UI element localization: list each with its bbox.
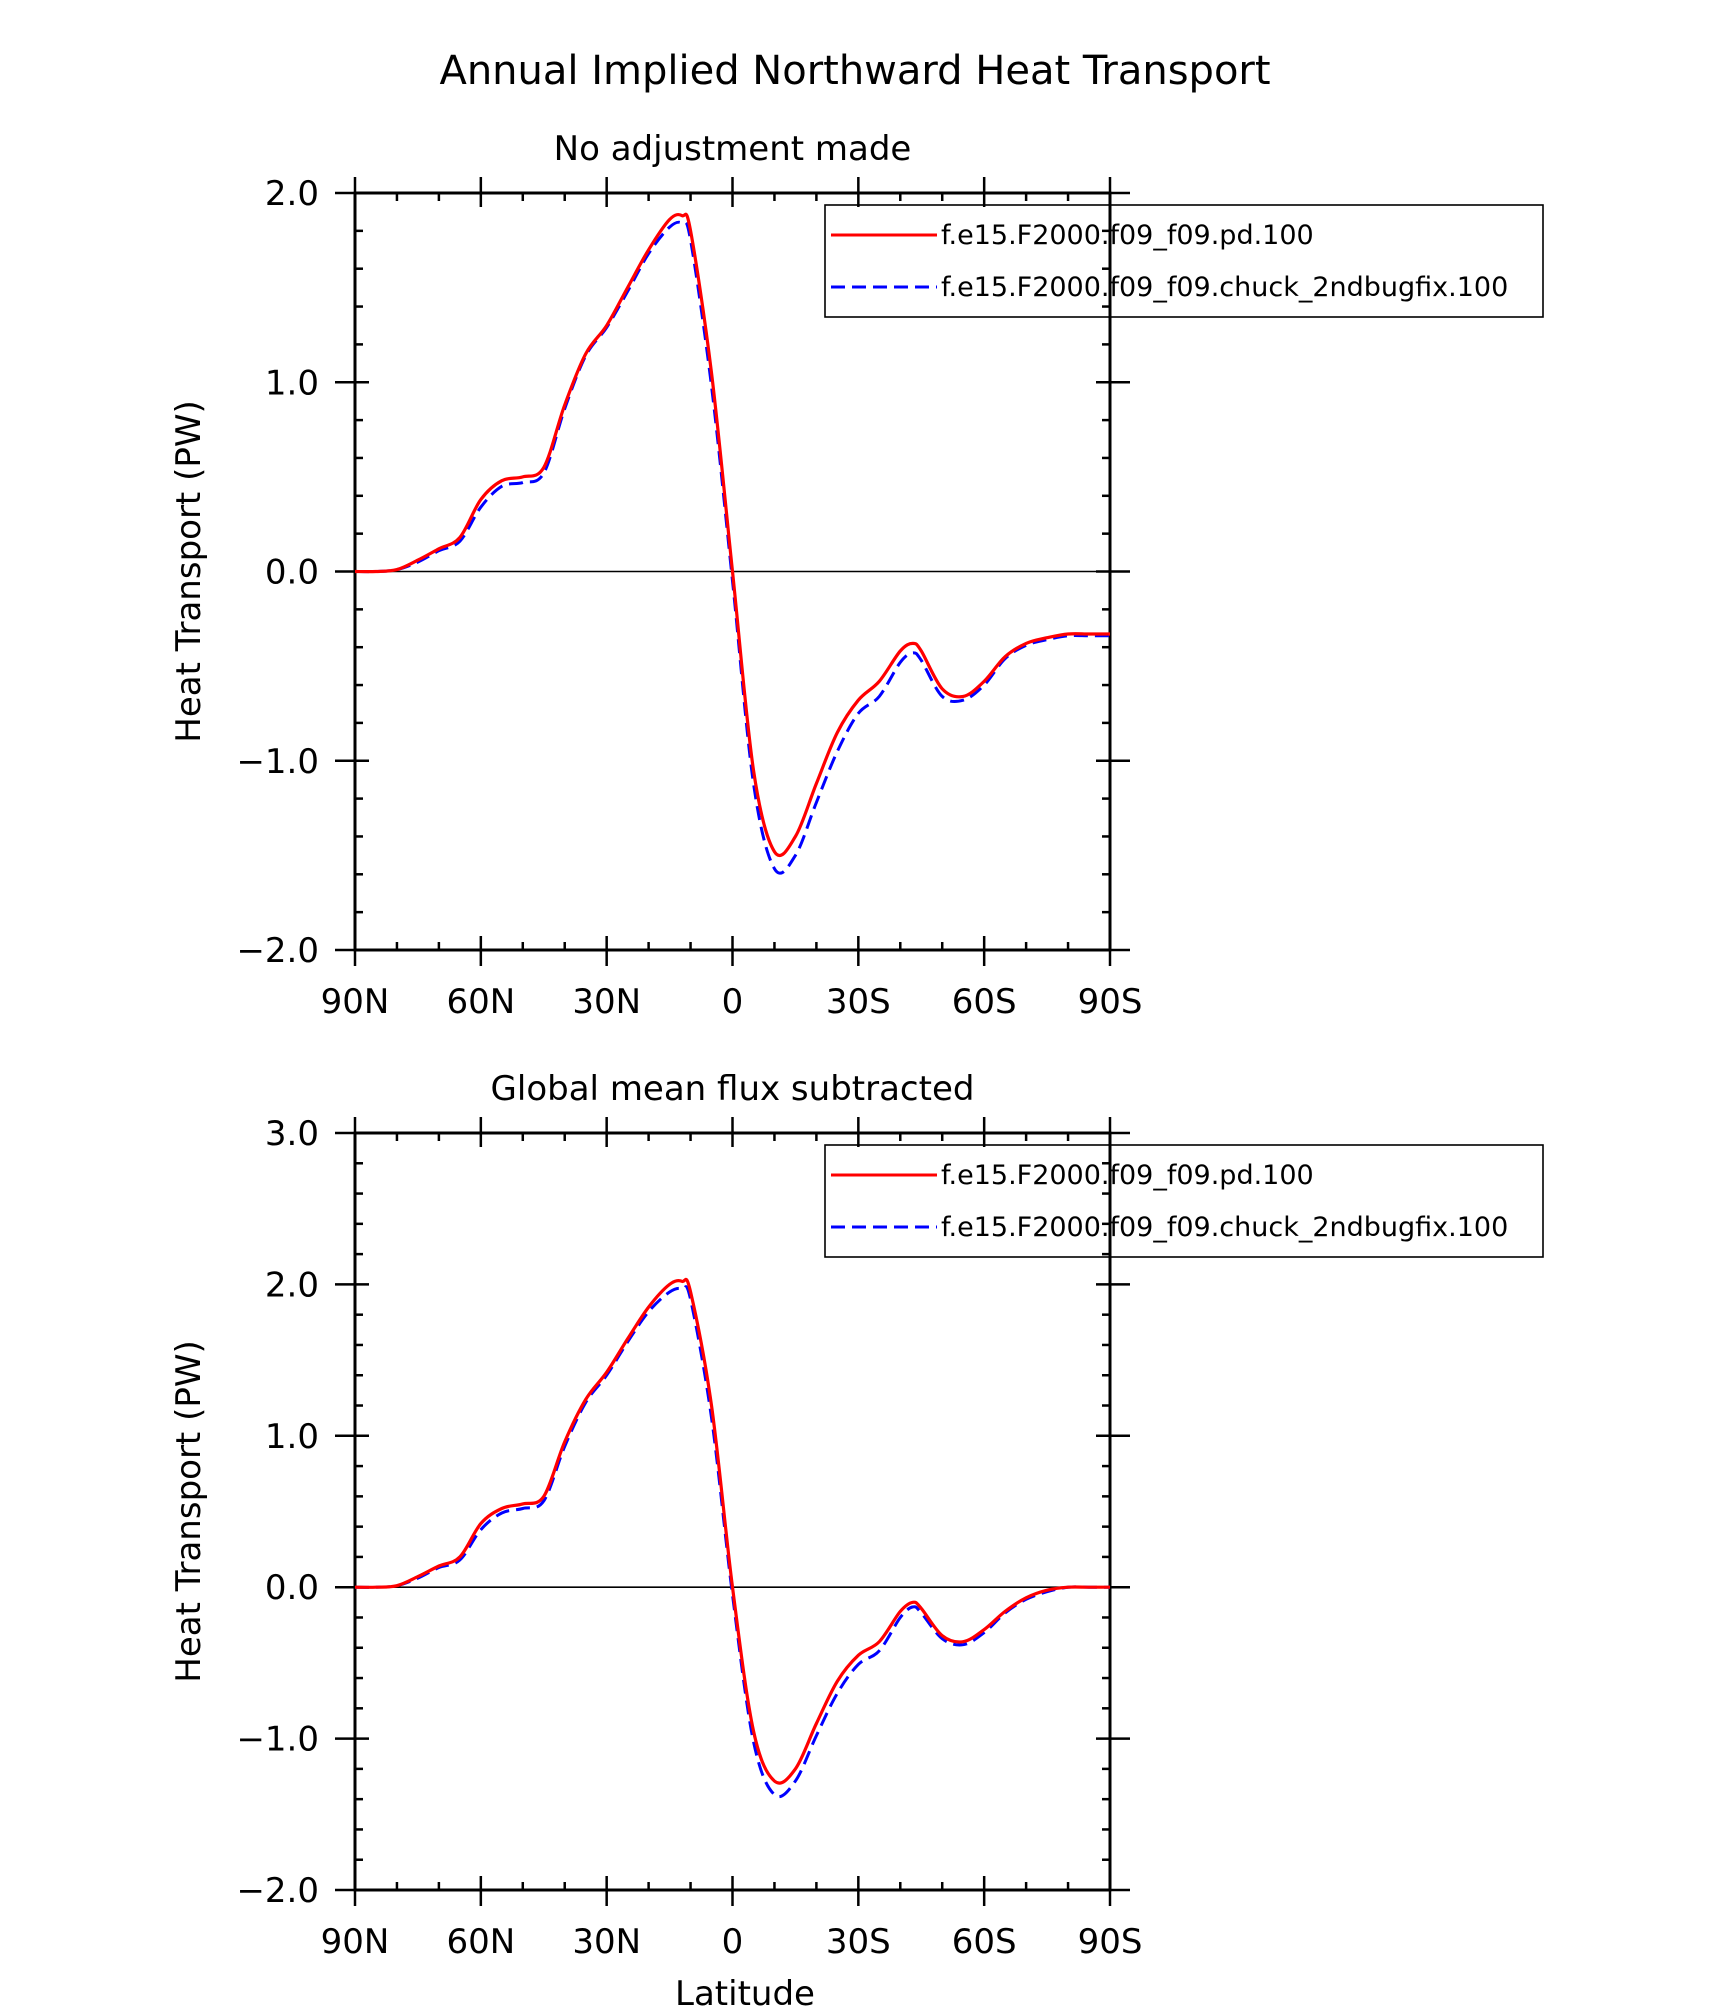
x-tick-label: 0 (722, 1922, 744, 1962)
y-tick-label: 0.0 (265, 553, 319, 593)
y-tick-label: 3.0 (265, 1114, 319, 1154)
y-tick-label: −2.0 (236, 1871, 319, 1911)
y-tick-label: 2.0 (265, 174, 319, 214)
series-line-1 (354, 212, 1110, 857)
legend-label-1: f.e15.F2000.f09_f09.pd.100 (941, 220, 1314, 251)
y-tick-label: −1.0 (236, 1720, 319, 1760)
y-tick-label: 0.0 (265, 1568, 319, 1608)
x-tick-label: 90S (1078, 1922, 1143, 1962)
panel-2: Global mean flux subtracted 90N 60N 30N 0 30S… (169, 1069, 1544, 2008)
panel-title: No adjustment made (554, 129, 912, 169)
x-tick-label: 90N (321, 982, 390, 1022)
legend-box (824, 1144, 1544, 1258)
y-axis-label: Heat Transport (PW) (169, 400, 209, 742)
x-tick-label: 60N (446, 1922, 515, 1962)
legend-box (824, 204, 1544, 318)
x-tick-label: 60N (446, 982, 515, 1022)
plot-frame (353, 1131, 1112, 1892)
x-tick-label: 30N (572, 982, 641, 1022)
y-axis-label: Heat Transport (PW) (169, 1340, 209, 1682)
legend: f.e15.F2000.f09_f09.pd.100 f.e15.F2000.f0… (824, 1144, 1544, 1258)
figure-title: Annual Implied Northward Heat Transport (439, 48, 1270, 94)
y-tick-label: 2.0 (265, 1265, 319, 1305)
y-tick-label: −2.0 (236, 931, 319, 971)
x-tick-label: 30S (826, 982, 891, 1022)
panel-1: No adjustment made 90N 60N 30N 0 30S 60S 90S 2.0… (169, 129, 1544, 1022)
x-tick-label: 60S (952, 1922, 1017, 1962)
x-tick-label: 90S (1078, 982, 1143, 1022)
x-tick-label: 30S (826, 1922, 891, 1962)
x-tick-label: 90N (321, 1922, 390, 1962)
legend: f.e15.F2000.f09_f09.pd.100 f.e15.F2000.f0… (824, 204, 1544, 318)
series-line-1 (354, 1277, 1110, 1785)
legend-label-1: f.e15.F2000.f09_f09.pd.100 (941, 1160, 1314, 1191)
legend-label-2: f.e15.F2000.f09_f09.chuck_2ndbugfix.100 (941, 1212, 1508, 1243)
panels: No adjustment made 90N 60N 30N 0 30S 60S 90S 2.0… (169, 129, 1544, 2008)
panel-title: Global mean flux subtracted (491, 1069, 975, 1109)
x-tick-label: 60S (952, 982, 1017, 1022)
x-tick-label: 30N (572, 1922, 641, 1962)
x-tick-label: 0 (722, 982, 744, 1022)
legend-label-2: f.e15.F2000.f09_f09.chuck_2ndbugfix.100 (941, 272, 1508, 303)
series-line-2 (354, 220, 1110, 875)
y-tick-label: 1.0 (265, 363, 319, 403)
x-axis-label: Latitude (675, 1974, 815, 2008)
y-tick-label: −1.0 (236, 742, 319, 782)
y-tick-label: 1.0 (265, 1417, 319, 1457)
